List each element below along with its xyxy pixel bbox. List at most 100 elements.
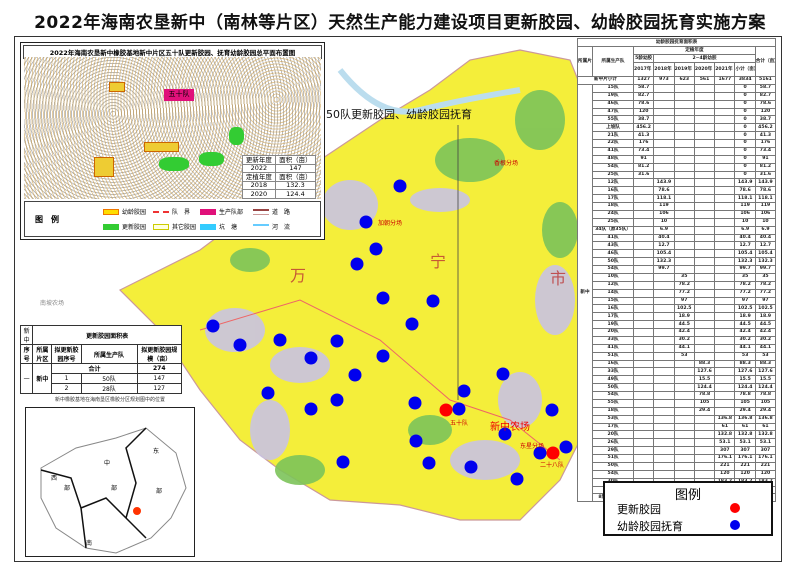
young-rubber-marker[interactable]	[393, 179, 407, 193]
table-row: 48队 91 0 91	[578, 154, 777, 164]
value-cell: 40.4	[754, 233, 777, 243]
young-rubber-marker[interactable]	[348, 368, 362, 382]
young-rubber-marker[interactable]	[496, 367, 510, 381]
value-cell	[673, 375, 695, 385]
table-row: 33队 30.2 30.2 30.2	[578, 335, 777, 345]
value-cell: 82.7	[632, 91, 655, 101]
value-cell: 119	[754, 202, 777, 211]
young-rubber-marker[interactable]	[233, 338, 247, 352]
renewal-marker[interactable]	[546, 446, 560, 460]
value-cell: 132.3	[754, 257, 777, 266]
young-rubber-marker[interactable]	[304, 402, 318, 416]
value-cell	[673, 131, 695, 140]
value-cell	[653, 146, 675, 156]
value-cell	[693, 131, 716, 140]
table-row: 新中 15队 58.7 0 58.7	[577, 83, 777, 503]
young-rubber-marker[interactable]	[273, 333, 287, 347]
hainan-caption: 新中橡胶基地在海南垦区橡胶分区规划图中的位置	[54, 397, 165, 403]
value-cell: 53	[734, 351, 756, 361]
team-cell: 15队	[592, 296, 634, 306]
value-cell: 38.7	[754, 115, 777, 125]
young-rubber-marker[interactable]	[498, 427, 512, 441]
main-map[interactable]	[15, 37, 781, 561]
young-rubber-marker[interactable]	[409, 434, 423, 448]
young-rubber-marker[interactable]	[330, 393, 344, 407]
value-cell	[632, 391, 655, 400]
team-cell: 14队	[592, 288, 634, 298]
young-rubber-marker[interactable]	[206, 319, 220, 333]
value-cell	[673, 233, 695, 243]
young-rubber-marker[interactable]	[545, 403, 559, 417]
team-cell: 51队	[592, 454, 634, 463]
young-rubber-marker[interactable]	[559, 440, 573, 454]
value-cell	[693, 217, 716, 227]
value-cell	[653, 335, 675, 345]
value-cell	[653, 280, 675, 290]
team-cell: 12队	[592, 178, 634, 188]
value-cell: 0	[734, 162, 756, 172]
map-label-team50: 五十队	[450, 420, 469, 427]
value-cell	[632, 296, 655, 306]
young-rubber-marker[interactable]	[510, 472, 524, 486]
value-cell	[693, 139, 716, 148]
value-cell	[714, 194, 736, 203]
table-row: 54队 78.8 78.8 78.8	[578, 391, 777, 400]
young-rubber-marker[interactable]	[408, 396, 422, 410]
value-cell	[693, 430, 716, 440]
value-cell: 30.2	[734, 335, 756, 345]
young-rubber-marker[interactable]	[422, 456, 436, 470]
young-rubber-marker[interactable]	[359, 215, 373, 229]
young-rubber-marker[interactable]	[452, 402, 466, 416]
young-rubber-marker[interactable]	[304, 351, 318, 365]
table-row: 16队 102.5 102.5 102.5	[578, 304, 777, 314]
young-rubber-marker[interactable]	[261, 386, 275, 400]
value-cell	[673, 422, 695, 432]
map-label-nanpo: 南坡农场	[40, 300, 65, 307]
map-label-ning: 宁	[430, 252, 447, 271]
value-cell: 119	[734, 202, 756, 211]
value-cell	[673, 446, 695, 455]
value-cell	[632, 272, 655, 282]
young-rubber-marker[interactable]	[376, 291, 390, 305]
value-cell: 42.4	[673, 328, 695, 337]
value-cell	[632, 178, 655, 188]
value-cell: 35	[754, 272, 777, 282]
renewal-marker[interactable]	[439, 403, 453, 417]
young-rubber-marker[interactable]	[426, 294, 440, 308]
young-rubber-marker[interactable]	[369, 242, 383, 256]
legend-title: 图例	[674, 488, 701, 503]
young-rubber-marker[interactable]	[330, 334, 344, 348]
value-cell: 88.3	[693, 359, 716, 369]
value-cell: 53.1	[754, 438, 777, 448]
value-cell	[673, 99, 695, 109]
young-rubber-marker[interactable]	[533, 446, 547, 460]
value-cell	[632, 383, 655, 392]
value-cell: 29.4	[734, 406, 756, 416]
value-cell: 30.2	[754, 335, 777, 345]
young-rubber-marker[interactable]	[464, 460, 478, 474]
value-cell: 120	[632, 107, 655, 117]
value-cell	[673, 217, 695, 227]
table-row: 16队 78.6 78.6 78.6	[578, 186, 777, 196]
value-cell	[673, 430, 695, 440]
value-cell	[714, 367, 736, 377]
value-cell	[693, 225, 716, 235]
young-rubber-marker[interactable]	[405, 317, 419, 331]
value-cell	[673, 406, 695, 416]
value-cell: 44.5	[734, 320, 756, 329]
value-cell	[653, 131, 675, 140]
value-cell: 78.6	[632, 99, 655, 109]
value-cell: 0	[734, 170, 756, 180]
value-cell	[632, 351, 655, 361]
young-rubber-marker[interactable]	[376, 349, 390, 363]
value-cell	[714, 304, 736, 314]
young-rubber-marker[interactable]	[336, 455, 350, 469]
young-rubber-marker[interactable]	[457, 384, 471, 398]
value-cell	[673, 454, 695, 463]
value-cell	[632, 320, 655, 329]
value-cell: 88.3	[734, 359, 756, 369]
value-cell: 132.3	[734, 257, 756, 266]
value-cell: 0	[734, 115, 756, 125]
young-rubber-marker[interactable]	[350, 257, 364, 271]
value-cell: 10	[653, 217, 675, 227]
